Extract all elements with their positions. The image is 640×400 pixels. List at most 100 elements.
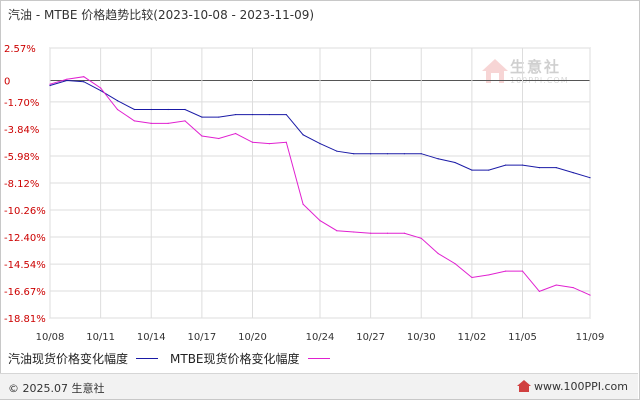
axes: 2.57% 0 -1.70% -3.84% -5.98% -8.12% -10.26% -12… [4,44,604,343]
data-point [572,172,574,174]
data-point [386,232,389,234]
x-tick-label: 10/17 [187,332,216,343]
legend-label-mtbe: MTBE现货价格变化幅度 [170,352,300,366]
y-tick-label: -18.81% [4,314,46,325]
data-point [437,252,439,255]
house-icon [482,59,508,83]
data-point [505,164,507,166]
y-tick-label: -5.98% [4,152,39,163]
data-point [386,153,389,155]
x-tick-label: 11/02 [457,332,486,343]
grid [49,47,591,319]
data-point [83,76,85,78]
data-point [420,237,422,239]
legend: 汽油现货价格变化幅度 MTBE现货价格变化幅度 [8,350,342,367]
data-point [235,113,237,116]
chart-title: 汽油 - MTBE 价格趋势比较(2023-10-08 - 2023-11-09… [8,6,314,23]
y-tick-label: 0 [4,76,10,87]
data-point [488,274,490,276]
data-point [201,116,203,118]
data-point [268,113,270,116]
data-point [235,132,237,135]
data-point [100,89,102,92]
y-tick-label: -10.26% [4,206,46,217]
data-point [116,100,119,102]
legend-swatch-mtbe [307,358,330,359]
data-point [66,79,68,82]
data-point [353,153,355,155]
data-point [336,230,338,232]
data-point [49,83,51,85]
data-point [572,286,574,289]
copyright-text: © 2025.07 生意社 [8,382,105,395]
data-point [83,81,85,83]
data-point [184,108,186,111]
x-tick-label: 11/05 [508,332,537,343]
legend-item-mtbe: MTBE现货价格变化幅度 [170,350,330,367]
y-tick-label: -3.84% [4,125,39,136]
x-tick-label: 10/24 [306,332,335,343]
data-point [150,122,152,124]
data-point [268,142,270,145]
y-tick-label: -14.54% [4,260,46,271]
site-link[interactable]: www.100PPI.com [517,380,628,393]
data-point [167,108,169,111]
y-tick-label: 2.57% [4,44,36,55]
x-tick-label: 11/09 [576,332,605,343]
data-point [370,232,372,234]
x-tick-label: 10/20 [238,332,267,343]
data-point [589,177,591,179]
x-tick-label: 10/30 [407,332,436,343]
data-point [589,294,591,296]
data-point [521,164,524,166]
data-point [555,284,557,286]
data-point [336,150,338,152]
data-point [66,78,68,80]
series [49,76,591,296]
data-point [353,231,355,233]
data-point [403,232,405,234]
data-point [49,84,51,87]
data-point [150,108,152,111]
data-point [319,142,321,145]
data-point [116,108,119,111]
data-point [471,169,473,171]
data-point [538,166,540,169]
data-point [555,166,557,169]
site-link-text: www.100PPI.com [534,380,628,393]
y-tick-label: -1.70% [4,98,39,109]
x-tick-label: 10/27 [356,332,385,343]
data-point [184,120,186,122]
y-tick-label: -12.40% [4,233,46,244]
data-point [420,153,422,155]
data-point [302,134,304,136]
data-point [218,137,220,140]
y-tick-label: -16.67% [4,287,46,298]
data-point [538,290,540,292]
data-point [488,169,490,171]
data-point [133,120,135,122]
data-point [437,158,439,160]
data-point [302,203,304,205]
data-point [100,87,102,89]
data-point [251,141,254,143]
data-point [319,220,321,222]
data-point [370,153,372,155]
data-point [505,270,507,272]
data-point [521,270,524,272]
y-tick-label: -8.12% [4,179,39,190]
x-tick-label: 10/11 [86,332,115,343]
data-point [133,108,135,111]
data-point [285,141,287,143]
data-point [454,161,456,164]
chart-title-range: (2023-10-08 - 2023-11-09) [153,8,315,22]
legend-swatch-gasoline [136,358,159,359]
chart-title-main: 汽油 - MTBE 价格趋势比较 [8,8,154,22]
legend-label-gasoline: 汽油现货价格变化幅度 [8,352,129,366]
x-tick-label: 10/08 [36,332,65,343]
data-point [285,113,287,116]
site-logo-icon [517,380,532,392]
data-point [403,153,405,155]
data-point [218,116,220,118]
